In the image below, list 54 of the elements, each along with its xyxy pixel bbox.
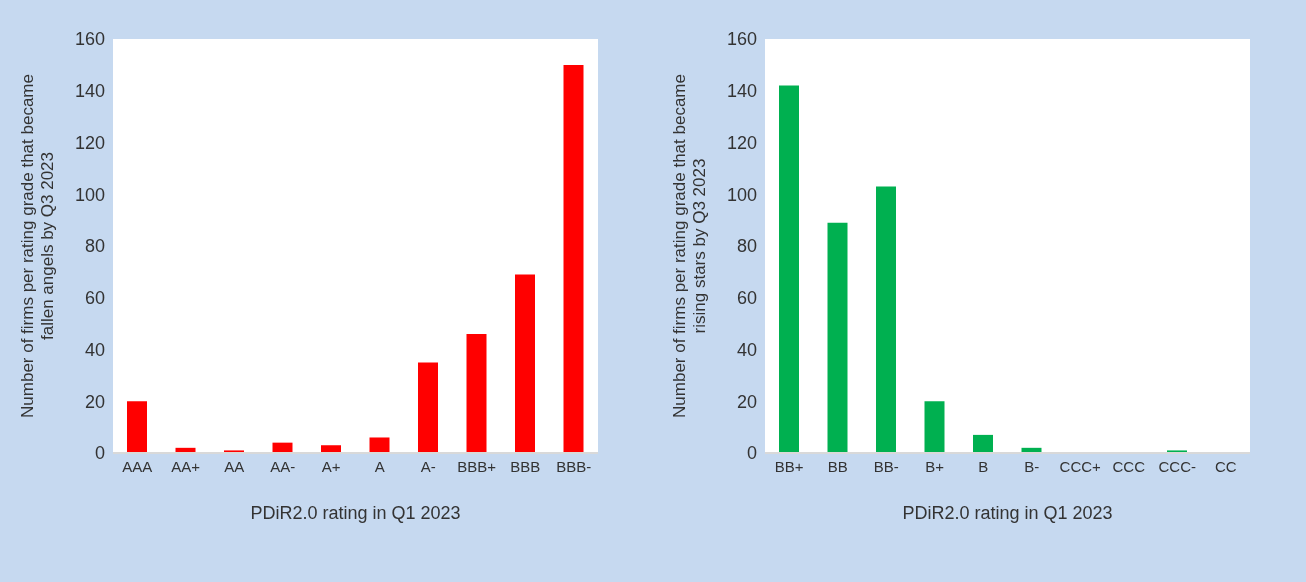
bar bbox=[127, 401, 147, 453]
bar bbox=[418, 362, 438, 453]
x-tick-label: A bbox=[374, 457, 385, 475]
bar bbox=[563, 64, 584, 453]
y-tick-label: 20 bbox=[84, 391, 105, 412]
x-tick-label: AA+ bbox=[171, 457, 201, 475]
x-tick-label: BB- bbox=[873, 457, 899, 475]
bar bbox=[369, 437, 390, 453]
y-tick-label: 60 bbox=[84, 288, 105, 309]
x-tick-label: A- bbox=[420, 457, 436, 475]
bar bbox=[779, 85, 799, 453]
x-axis-title: PDiR2.0 rating in Q1 2023 bbox=[902, 503, 1113, 523]
y-tick-label: 40 bbox=[84, 339, 105, 360]
y-tick-label: 0 bbox=[746, 443, 757, 464]
x-tick-label: BB+ bbox=[774, 457, 804, 475]
y-tick-label: 0 bbox=[94, 443, 105, 464]
y-tick-label: 40 bbox=[736, 339, 757, 360]
x-tick-label: CC bbox=[1214, 457, 1237, 475]
y-axis-title: Number of firms per rating grade that became fallen angels by Q3 2023 bbox=[18, 74, 57, 418]
bar bbox=[321, 445, 341, 453]
x-tick-label: AAA bbox=[122, 457, 153, 475]
bar bbox=[827, 222, 848, 453]
y-tick-label: 160 bbox=[74, 29, 105, 50]
x-tick-label: B+ bbox=[925, 457, 945, 475]
bar bbox=[973, 434, 993, 453]
x-tick-label: BBB- bbox=[556, 457, 592, 475]
y-tick-label: 140 bbox=[74, 81, 105, 102]
x-tick-label: B bbox=[978, 457, 989, 475]
x-tick-label: CCC- bbox=[1158, 457, 1196, 475]
bar bbox=[515, 274, 535, 453]
x-tick-label: A+ bbox=[321, 457, 341, 475]
bar bbox=[876, 186, 896, 453]
x-tick-label: CCC bbox=[1112, 457, 1146, 475]
y-tick-label: 20 bbox=[736, 391, 757, 412]
x-tick-label: AA bbox=[224, 457, 245, 475]
y-tick-label: 80 bbox=[736, 236, 757, 257]
y-tick-label: 100 bbox=[726, 184, 757, 205]
x-tick-label: AA- bbox=[270, 457, 296, 475]
y-axis-title: Number of firms per rating grade that became rising stars by Q3 2023 bbox=[670, 74, 709, 418]
y-tick-label: 160 bbox=[726, 29, 757, 50]
y-tick-label: 120 bbox=[74, 132, 105, 153]
y-tick-label: 140 bbox=[726, 81, 757, 102]
y-tick-label: 120 bbox=[726, 132, 757, 153]
bar bbox=[466, 333, 487, 453]
x-tick-label: CCC+ bbox=[1059, 457, 1102, 475]
x-axis-title: PDiR2.0 rating in Q1 2023 bbox=[250, 503, 461, 523]
bar bbox=[924, 401, 945, 453]
x-tick-label: BBB bbox=[510, 457, 541, 475]
y-tick-label: 60 bbox=[736, 288, 757, 309]
y-tick-label: 80 bbox=[84, 236, 105, 257]
x-tick-label: BB bbox=[827, 457, 848, 475]
x-tick-label: B- bbox=[1024, 457, 1040, 475]
y-tick-label: 100 bbox=[74, 184, 105, 205]
x-tick-label: BBB+ bbox=[457, 457, 497, 475]
